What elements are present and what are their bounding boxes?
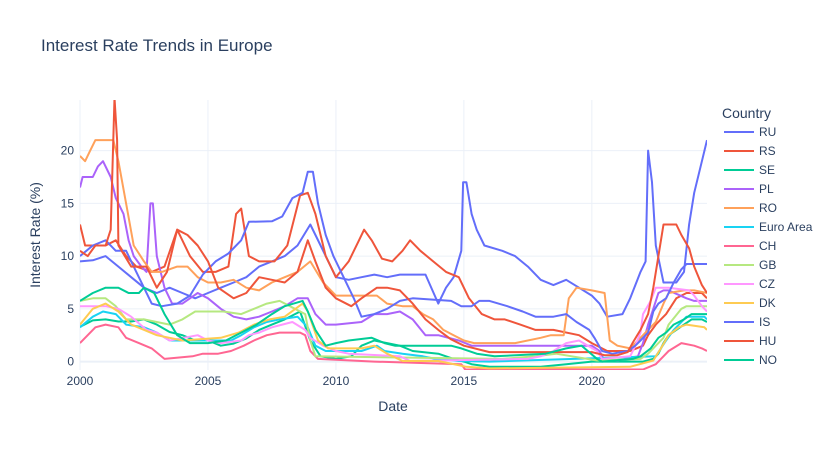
x-tick-label: 2005	[195, 374, 222, 388]
legend-item[interactable]: NO	[724, 353, 777, 367]
legend-item[interactable]: CH	[724, 239, 776, 253]
y-tick-labels: 0 5 10 15 20	[61, 144, 75, 369]
legend-item[interactable]: RO	[724, 201, 777, 215]
legend-item[interactable]: CZ	[724, 277, 775, 291]
legend-label: DK	[759, 296, 776, 310]
legend-label: RO	[759, 201, 777, 215]
legend-label: RU	[759, 125, 776, 139]
series-layer	[80, 100, 707, 370]
series-line-dk	[80, 302, 707, 370]
series-line-cz	[80, 286, 707, 362]
series-line-ch	[80, 323, 707, 370]
y-tick-label: 5	[67, 302, 74, 316]
legend-label: IS	[759, 315, 770, 329]
series-line-is	[80, 170, 707, 355]
legend: Country RU RS SE PL RO Euro Area CH GB CZ DK IS HU N…	[722, 105, 813, 367]
y-tick-label: 15	[61, 196, 75, 210]
x-tick-label: 2020	[578, 374, 605, 388]
legend-item[interactable]: DK	[724, 296, 776, 310]
legend-item[interactable]: GB	[724, 258, 776, 272]
series-line-hu	[80, 100, 707, 357]
legend-title: Country	[722, 105, 771, 121]
x-tick-label: 2000	[67, 374, 94, 388]
legend-label: PL	[759, 182, 774, 196]
legend-item[interactable]: RS	[724, 144, 776, 158]
legend-label: HU	[759, 334, 776, 348]
y-tick-label: 0	[67, 355, 74, 369]
series-line-rs	[80, 191, 707, 352]
legend-label: CH	[759, 239, 776, 253]
legend-label: RS	[759, 144, 776, 158]
y-tick-label: 20	[61, 144, 75, 158]
legend-item[interactable]: HU	[724, 334, 776, 348]
series-line-ro	[80, 139, 707, 350]
x-tick-labels: 2000 2005 2010 2015 2020	[67, 374, 606, 388]
x-axis-title: Date	[378, 398, 408, 414]
x-tick-label: 2015	[451, 374, 478, 388]
legend-item[interactable]: RU	[724, 125, 776, 139]
x-tick-label: 2010	[323, 374, 350, 388]
series-line-gb	[80, 297, 707, 362]
y-tick-label: 10	[61, 249, 75, 263]
legend-items: RU RS SE PL RO Euro Area CH GB CZ DK IS HU NO	[724, 125, 813, 367]
legend-label: GB	[759, 258, 776, 272]
series-line-no	[80, 286, 707, 363]
legend-label: Euro Area	[759, 220, 813, 234]
legend-item[interactable]: IS	[724, 315, 770, 329]
legend-item[interactable]: Euro Area	[724, 220, 813, 234]
chart-title: Interest Rate Trends in Europe	[41, 36, 273, 55]
y-axis-title: Interest Rate (%)	[27, 182, 43, 288]
legend-item[interactable]: PL	[724, 182, 774, 196]
series-line-ru	[80, 139, 707, 318]
legend-label: NO	[759, 353, 777, 367]
legend-label: SE	[759, 163, 775, 177]
legend-item[interactable]: SE	[724, 163, 775, 177]
legend-label: CZ	[759, 277, 775, 291]
